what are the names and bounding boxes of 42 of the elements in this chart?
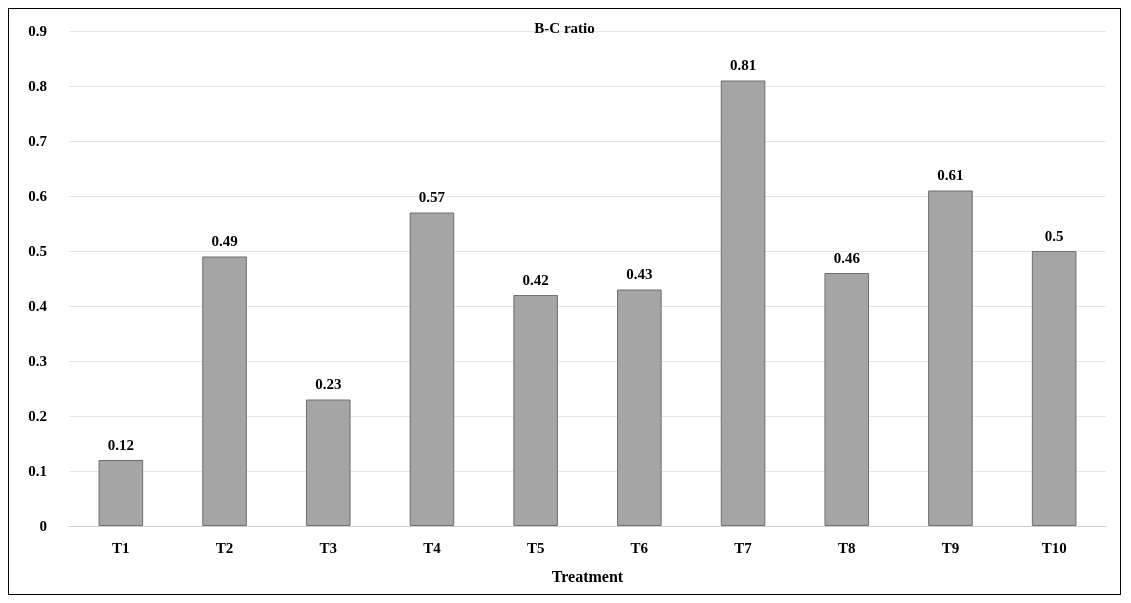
y-tick-label: 0.4 [28, 298, 48, 314]
data-label: 0.61 [937, 167, 964, 183]
x-tick-label: T2 [215, 539, 234, 556]
x-axis-title: Treatment [551, 567, 624, 585]
bar [617, 289, 662, 526]
bar [98, 460, 144, 526]
data-label: 0.46 [833, 249, 861, 266]
bar [1031, 251, 1077, 526]
y-tick-label: 0.9 [28, 23, 47, 39]
data-label: 0.23 [315, 376, 342, 392]
x-tick-label: T7 [734, 539, 753, 556]
x-tick-label: T8 [837, 539, 856, 556]
bar [928, 190, 973, 526]
bar [409, 212, 455, 526]
y-tick-label: 0.5 [28, 243, 47, 259]
data-label: 0.5 [1044, 227, 1064, 244]
x-tick-label: T9 [941, 539, 960, 556]
y-tick-label: 0.2 [28, 408, 47, 424]
y-tick-label: 0 [39, 518, 47, 534]
data-label: 0.42 [522, 271, 549, 288]
data-label: 0.81 [729, 57, 757, 73]
x-tick-label: T1 [112, 539, 130, 556]
bar [513, 295, 558, 526]
bar [824, 273, 870, 526]
y-tick-label: 0.8 [28, 78, 47, 94]
bar [202, 256, 247, 526]
x-tick-label: T4 [423, 539, 442, 556]
x-tick-label: T3 [319, 539, 338, 556]
y-tick-label: 0.3 [28, 353, 47, 369]
bar [305, 399, 351, 526]
y-tick-label: 0.6 [28, 188, 48, 204]
y-tick-label: 0.1 [28, 463, 47, 479]
data-label: 0.12 [107, 436, 134, 453]
data-label: 0.49 [211, 233, 238, 249]
data-label: 0.57 [418, 189, 446, 205]
x-tick-label: T6 [630, 539, 649, 556]
y-tick-label: 0.7 [28, 133, 48, 149]
data-label: 0.43 [626, 266, 653, 282]
x-tick-label: T5 [526, 539, 545, 556]
chart-title: B-C ratio [534, 19, 595, 36]
bar [720, 80, 766, 526]
x-tick-label: T10 [1041, 539, 1067, 556]
